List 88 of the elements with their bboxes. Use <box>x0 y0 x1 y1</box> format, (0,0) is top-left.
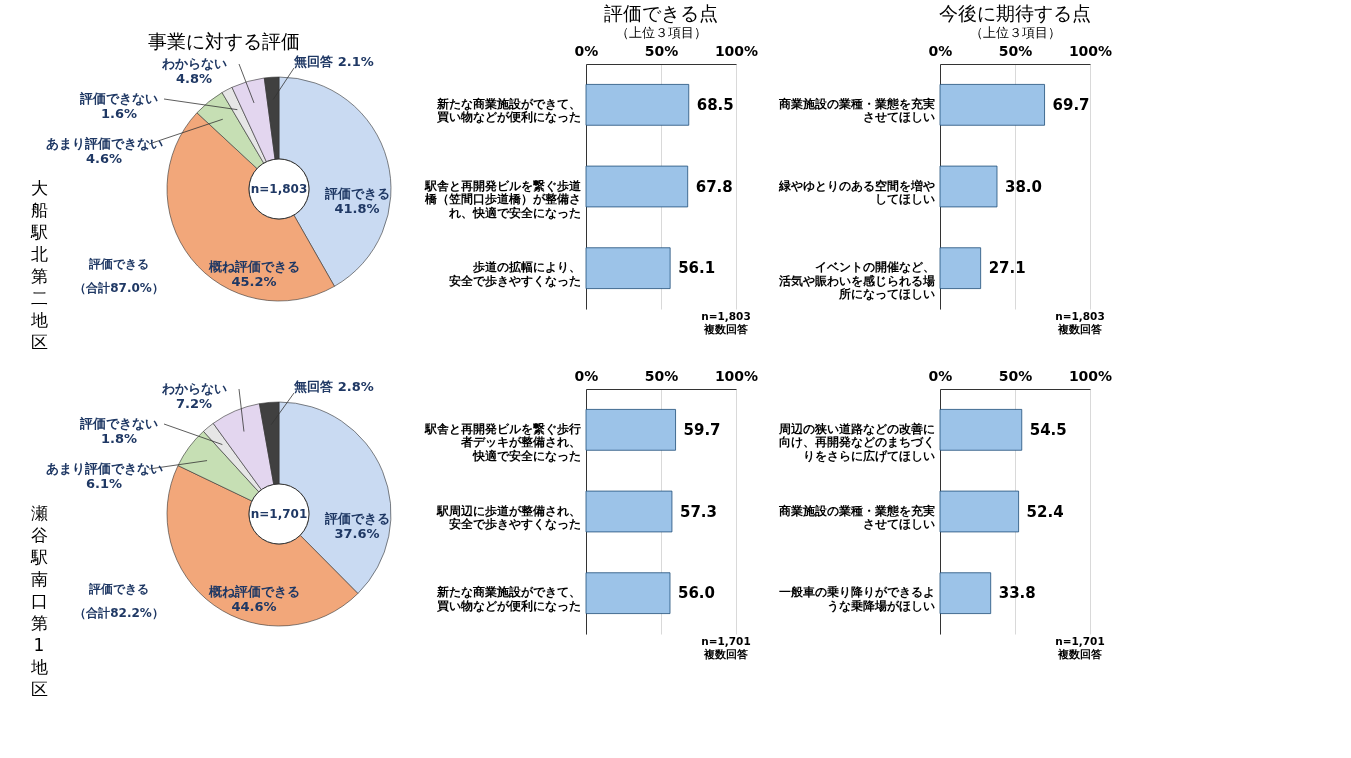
x-tick-label: 100% <box>714 367 759 384</box>
y-tick-label: 新たな商業施設ができて、買い物などが便利になった <box>435 585 581 613</box>
data-label: 41.8% <box>334 201 380 216</box>
x-tick-label: 0% <box>928 42 953 59</box>
y-tick-label: 歩道の拡幅により、安全で歩きやすくなった <box>448 260 581 288</box>
slice-label: わからない <box>160 56 227 71</box>
data-label: 68.5 <box>696 95 734 114</box>
chart-subtitle: （上位３項目） <box>615 25 707 40</box>
chart-title: 事業に対する評価 <box>148 30 300 52</box>
data-label: 52.4 <box>1026 502 1064 521</box>
x-tick-label: 50% <box>998 42 1033 59</box>
slice-label: わからない <box>160 381 227 396</box>
data-label: 69.7 <box>1052 95 1090 114</box>
y-tick-label: 緑やゆとりのある空間を増やしてほしい <box>777 178 935 206</box>
data-label: 1.8% <box>100 431 138 446</box>
data-label: 56.1 <box>678 259 716 278</box>
text: n=1,803 <box>250 182 308 196</box>
text: （合計87.0%） <box>74 281 164 295</box>
data-label: 33.8 <box>998 584 1036 603</box>
bar <box>939 490 1019 533</box>
slice-label: あまり評価できない <box>45 461 163 476</box>
bar <box>585 247 671 289</box>
y-tick-label: 新たな商業施設ができて、買い物などが便利になった <box>435 96 581 125</box>
y-tick-label: 駅舎と再開発ビルを繋ぐ歩道橋（笠間口歩道橋）が整備され、快適で安全になった <box>423 178 582 220</box>
text: n=1,701 <box>250 507 308 521</box>
data-label: 1.6% <box>100 106 138 121</box>
y-tick-label: 商業施設の業種・業態を充実させてほしい <box>777 503 935 531</box>
text: 評価できる <box>88 257 149 271</box>
data-label: 37.6% <box>334 526 380 541</box>
bar <box>939 247 982 289</box>
bar <box>939 572 992 614</box>
x-tick-label: 50% <box>644 42 679 59</box>
slice-label: 評価できない <box>79 416 158 431</box>
data-label: 6.1% <box>85 476 123 491</box>
data-label: 4.8% <box>175 71 213 86</box>
text: 複数回答 <box>1057 648 1102 660</box>
chart-subtitle: （上位３項目） <box>969 25 1061 40</box>
bar <box>585 165 689 208</box>
slice-label: 評価できない <box>79 91 158 106</box>
data-label: 27.1 <box>988 259 1026 278</box>
text: （合計82.2%） <box>74 606 164 620</box>
bar <box>585 84 690 126</box>
data-label: 38.0 <box>1005 177 1043 196</box>
x-tick-label: 0% <box>928 367 953 384</box>
x-tick-label: 0% <box>574 42 599 59</box>
data-label: 54.5 <box>1029 420 1067 439</box>
data-label: 57.3 <box>679 502 717 521</box>
slice-label: 概ね評価できる <box>207 259 300 274</box>
slice-label: 概ね評価できる <box>207 584 300 599</box>
chart-title: 評価できる点 <box>604 2 718 24</box>
text: 評価できる <box>88 582 149 596</box>
text: 複数回答 <box>703 323 748 335</box>
text: n=1,803 <box>701 310 751 322</box>
data-label: 59.7 <box>683 420 721 439</box>
slice-label: 評価できる <box>323 511 390 526</box>
text: 複数回答 <box>703 648 748 660</box>
text: n=1,701 <box>1055 635 1105 647</box>
y-tick-label: 商業施設の業種・業態を充実させてほしい <box>777 96 935 125</box>
bar <box>939 165 998 208</box>
data-label: 67.8 <box>695 177 733 196</box>
x-tick-label: 100% <box>1068 367 1113 384</box>
x-tick-label: 0% <box>574 367 599 384</box>
text: 複数回答 <box>1057 323 1102 335</box>
data-label: 7.2% <box>175 396 213 411</box>
y-tick-label: 駅舎と再開発ビルを繋ぐ歩行者デッキが整備され、快適で安全になった <box>423 421 581 463</box>
slice-label: 無回答 2.8% <box>293 379 374 394</box>
y-tick-label: 駅周辺に歩道が整備され、安全で歩きやすくなった <box>435 503 581 531</box>
x-tick-label: 100% <box>714 42 759 59</box>
slice-label: 評価できる <box>323 186 390 201</box>
text: n=1,701 <box>701 635 751 647</box>
x-tick-label: 50% <box>644 367 679 384</box>
y-tick-label: イベントの開催など、活気や賑わいを感じられる場所になってほしい <box>777 260 935 302</box>
x-tick-label: 50% <box>998 367 1033 384</box>
data-label: 45.2% <box>231 274 277 289</box>
text: 大船駅北第二地区 <box>29 178 48 352</box>
data-label: 4.6% <box>85 151 123 166</box>
bar <box>939 409 1023 451</box>
y-tick-label: 周辺の狭い道路などの改善に向け、再開発などのまちづくりをさらに広げてほしい <box>777 421 935 463</box>
slice-label: 無回答 2.1% <box>293 54 374 69</box>
chart-title: 今後に期待する点 <box>939 2 1091 24</box>
data-label: 44.6% <box>231 599 277 614</box>
x-tick-label: 100% <box>1068 42 1113 59</box>
bar <box>939 84 1045 126</box>
data-label: 56.0 <box>678 584 716 603</box>
slice-label: あまり評価できない <box>45 136 163 151</box>
y-tick-label: 一般車の乗り降りができるような乗降場がほしい <box>778 585 935 613</box>
text: 瀬谷駅南口第1地区 <box>30 503 48 699</box>
text: n=1,803 <box>1055 310 1105 322</box>
